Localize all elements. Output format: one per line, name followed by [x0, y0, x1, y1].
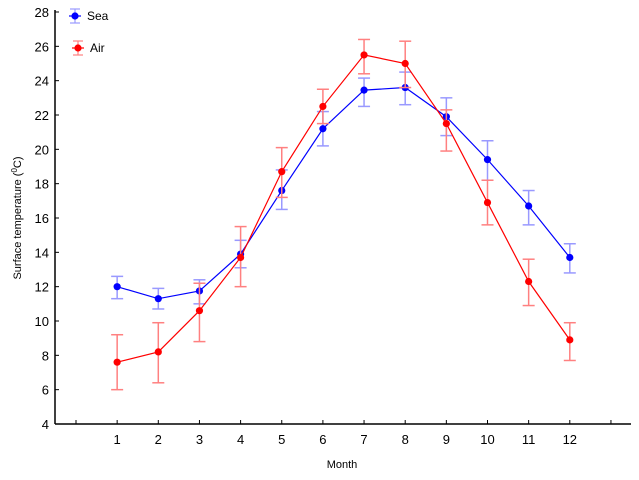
y-tick-label: 10	[35, 314, 49, 329]
data-point	[113, 283, 121, 291]
legend-item-sea: Sea	[69, 8, 109, 24]
series-line	[117, 54, 571, 363]
x-tick-label: 2	[155, 432, 162, 447]
data-point	[442, 119, 450, 128]
y-tick-label: 16	[35, 211, 49, 226]
x-tick-label: 10	[480, 432, 494, 447]
y-tick-label: 6	[42, 383, 49, 398]
data-point	[566, 253, 574, 262]
x-tick-label: 9	[443, 432, 450, 447]
y-tick-label: 14	[35, 245, 49, 260]
x-tick-label: 6	[319, 432, 326, 447]
legend: Sea Air	[69, 8, 109, 56]
y-axis-title-main: Surface temperature (	[12, 172, 24, 279]
y-tick-label: 12	[35, 280, 49, 295]
data-point	[566, 336, 574, 344]
series-layer	[111, 38, 576, 391]
y-tick-label: 28	[35, 5, 49, 20]
legend-marker	[71, 12, 79, 20]
x-axis-title: Month	[327, 459, 358, 471]
x-tick-label: 3	[196, 432, 203, 447]
data-point	[525, 277, 533, 286]
legend-marker	[74, 44, 82, 52]
y-tick-label: 24	[35, 74, 49, 89]
data-point	[360, 86, 368, 94]
y-tick-label: 22	[35, 108, 49, 123]
error-bar	[440, 109, 453, 152]
legend-label: Air	[90, 41, 105, 55]
x-tick-label: 4	[237, 432, 244, 447]
y-tick-label: 20	[35, 142, 49, 157]
legend-item-air: Air	[72, 40, 105, 56]
data-point	[154, 295, 162, 303]
data-point	[113, 358, 121, 366]
data-point	[525, 202, 533, 210]
x-tick-label: 5	[278, 432, 285, 447]
x-tick-label: 1	[114, 432, 121, 447]
data-point	[483, 156, 492, 164]
y-axis-title-unit: C)	[12, 156, 24, 168]
x-tick-label: 7	[360, 432, 367, 447]
y-tick-label: 8	[42, 348, 49, 363]
data-point	[237, 253, 245, 262]
data-point	[319, 125, 327, 133]
data-point	[195, 307, 204, 315]
data-point	[401, 59, 409, 68]
data-point	[154, 348, 162, 356]
y-axis-title: Surface temperature (0C)	[10, 156, 24, 279]
series-line	[116, 86, 571, 300]
x-tick-label: 12	[563, 432, 577, 447]
y-tick-label: 26	[35, 39, 49, 54]
y-tick-label: 4	[42, 417, 49, 432]
x-tick-label: 11	[522, 432, 536, 447]
y-tick-label: 18	[35, 177, 49, 192]
x-tick-label: 8	[402, 432, 409, 447]
data-point	[360, 51, 368, 59]
legend-label: Sea	[87, 9, 109, 23]
y-axis-title-superscript: 0	[10, 168, 19, 173]
y-ticks: 4 6 8 10 12 14 16 18 20 22 24 26 28	[35, 5, 59, 432]
data-point	[483, 198, 492, 207]
series-air	[111, 38, 576, 391]
x-ticks: 1 2 3 4 5 6 7 8 9 10 11 12	[75, 420, 612, 447]
data-point	[278, 168, 286, 176]
data-point	[319, 102, 327, 111]
